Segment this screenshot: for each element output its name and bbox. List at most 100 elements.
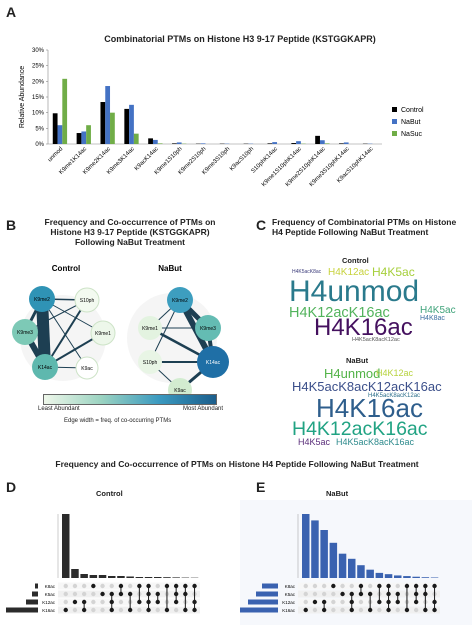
- upset-matrix-dot: [395, 583, 400, 589]
- control-network: K9me2 S10ph K9me3 K9me1 K14ac K9ac: [12, 286, 116, 381]
- y-tick-label: 30%: [32, 48, 45, 54]
- upset-set-label: K8ac: [45, 584, 56, 589]
- y-tick-label: 25%: [32, 64, 45, 70]
- ptm-network-figure: Control NaBut K9me2 S10ph K9me3 K9me1 K1…: [12, 264, 229, 402]
- upset-bar: [163, 577, 171, 578]
- upset-bar: [126, 576, 134, 578]
- network-node: [74, 287, 100, 313]
- wordcloud-word: H4K5acK8acK12acK16ac: [292, 379, 442, 394]
- upset-plot-control: K8ac K5ac K12ac K16ac: [6, 514, 200, 614]
- legend-swatch: [392, 131, 397, 136]
- bar: [296, 141, 301, 144]
- network-node-label: K14ac: [206, 360, 221, 366]
- panel-letter-b: B: [6, 217, 17, 233]
- panel-b-title-line2: Histone H3 9-17 Peptide (KSTGGKAPR): [50, 226, 210, 237]
- bar: [172, 143, 177, 144]
- upset-matrix-dot: [349, 583, 354, 589]
- wordcloud-word: H4K12ac: [376, 368, 414, 378]
- bar: [100, 102, 106, 144]
- upset-matrix-dot: [331, 607, 336, 613]
- upset-matrix-dot: [303, 583, 308, 589]
- upset-bar: [311, 520, 319, 578]
- upset-matrix-dot: [72, 599, 78, 605]
- upset-bar: [172, 577, 180, 578]
- wordcloud-word: H4K5acK8ac: [292, 269, 322, 275]
- upset-matrix-dot: [155, 583, 160, 589]
- legend-label: Control: [401, 107, 424, 114]
- wordcloud-control-label: Control: [342, 256, 369, 265]
- upset-matrix-dot: [100, 607, 105, 613]
- upset-matrix-dot: [63, 583, 68, 589]
- upset-bar: [62, 514, 70, 578]
- network-node: [29, 286, 55, 312]
- upset-matrix-dot: [331, 583, 336, 589]
- upset-matrix-dot: [312, 583, 318, 589]
- network-node: [197, 346, 229, 378]
- upset-bar: [154, 577, 162, 578]
- upset-bar: [403, 576, 411, 578]
- legend-label: NaBut: [401, 119, 421, 126]
- panel-letter-c: C: [256, 217, 267, 233]
- panel-letter-e: E: [256, 479, 266, 495]
- network-node: [167, 287, 193, 313]
- y-axis-label: Relative Abundance: [19, 66, 26, 128]
- upset-bar: [135, 577, 144, 578]
- network-node-label: S10ph: [80, 298, 95, 304]
- network-node: [90, 320, 116, 346]
- upset-matrix-dot: [321, 591, 327, 597]
- upset-matrix-dot: [91, 591, 96, 597]
- upset-set-size-bar: [262, 583, 278, 589]
- bar: [148, 138, 153, 144]
- upset-matrix-dot: [303, 607, 308, 613]
- upset-bar: [71, 569, 79, 578]
- wordcloud-word: H4K5acK8acK12ac: [368, 393, 421, 399]
- upset-bar: [338, 553, 347, 578]
- wordcloud-word: H4K12ac: [328, 267, 370, 278]
- legend-least-label: Least Abundant: [38, 406, 80, 412]
- upset-bar: [357, 565, 365, 578]
- upset-bar: [144, 577, 153, 578]
- legend-label: NaSuc: [401, 131, 423, 138]
- upset-matrix-dot: [312, 599, 318, 605]
- upset-matrix-dot: [127, 583, 133, 589]
- network-node: [195, 315, 221, 341]
- upset-matrix-dot: [100, 583, 105, 589]
- upset-set-size-bar: [248, 599, 278, 605]
- bar: [157, 143, 163, 144]
- upset-matrix-dot: [340, 599, 345, 605]
- y-tick-label: 10%: [32, 111, 45, 117]
- upset-bar: [108, 576, 116, 578]
- panel-a-title: Combinatorial PTMs on Histone H3 9-17 Pe…: [104, 34, 376, 44]
- panel-b-title-line3: Following NaBut Treatment: [74, 236, 186, 247]
- wordcloud-word: H4K16ac: [314, 314, 413, 341]
- network-node-label: K14ac: [38, 365, 53, 371]
- network-node: [75, 356, 99, 380]
- upset-matrix-dot: [312, 591, 318, 597]
- network-control-label: Control: [52, 264, 80, 273]
- panel-c-title-line2: H4 Peptide Following NaBut Treatment: [272, 226, 429, 237]
- upset-matrix-dot: [63, 591, 68, 597]
- bar: [52, 113, 58, 144]
- upset-matrix-dot: [413, 607, 419, 613]
- upset-matrix-dot: [91, 599, 96, 605]
- upset-background: [240, 500, 472, 625]
- y-tick-label: 5%: [35, 126, 44, 132]
- bar: [86, 125, 91, 144]
- legend-swatch: [392, 107, 397, 112]
- network-node-label: K9ac: [174, 388, 186, 394]
- upset-bar: [320, 530, 328, 578]
- bar: [319, 140, 325, 144]
- bar: [339, 143, 344, 144]
- wordcloud-word: H4K8ac: [420, 315, 445, 322]
- upset-matrix-dot: [173, 607, 179, 613]
- bar: [81, 131, 87, 144]
- network-node-label: K9me3: [17, 330, 33, 336]
- upset-matrix-dot: [81, 591, 87, 597]
- upset-matrix-dot: [81, 583, 87, 589]
- upset-bar: [329, 542, 338, 578]
- wordcloud-word: H4unmod: [289, 275, 420, 308]
- upset-matrix-dot: [358, 599, 364, 605]
- network-node-label: K9me2: [172, 298, 188, 304]
- upset-matrix-dot: [395, 607, 400, 613]
- network-edge: [44, 299, 88, 368]
